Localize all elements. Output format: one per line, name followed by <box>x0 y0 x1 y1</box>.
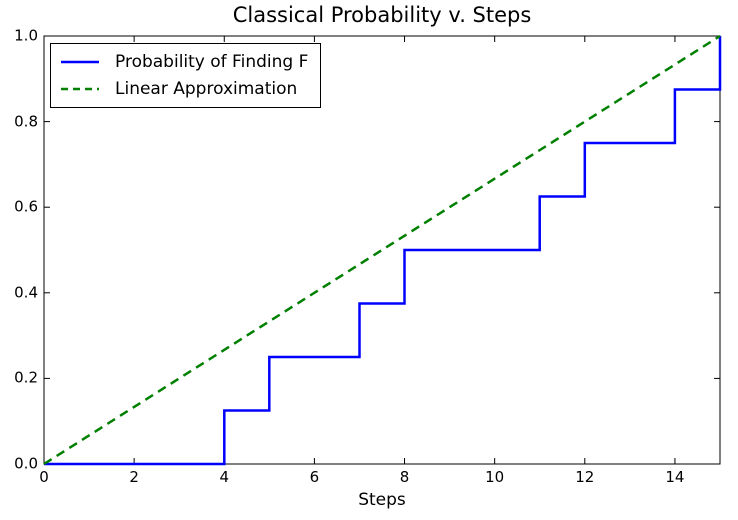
y-tick-label: 0.4 <box>14 283 38 302</box>
legend-item-probability: Probability of Finding F <box>61 49 308 75</box>
y-tick-label: 0.8 <box>14 112 38 131</box>
x-tick-label: 8 <box>399 468 410 486</box>
chart-title: Classical Probability v. Steps <box>232 3 532 27</box>
x-tick-label: 2 <box>129 468 139 486</box>
y-tick-label: 0.2 <box>14 368 38 387</box>
probability-step-line <box>44 36 722 466</box>
y-tick-label: 0.6 <box>14 197 38 216</box>
dashed-line-sample-icon <box>61 87 99 91</box>
y-tick-label: 0.0 <box>14 454 38 473</box>
linear-approximation-line <box>43 34 721 466</box>
x-tick-label: 4 <box>219 468 230 486</box>
x-tick-label: 14 <box>665 468 685 486</box>
legend-label: Linear Approximation <box>115 79 298 99</box>
x-tick-label: 0 <box>39 468 49 486</box>
x-axis-label: Steps <box>358 490 406 510</box>
x-tick-label: 12 <box>575 468 595 486</box>
x-tick-label: 6 <box>309 468 320 486</box>
axes-frame <box>43 35 721 465</box>
legend-item-linear-approximation: Linear Approximation <box>61 76 308 102</box>
x-tick-label: 10 <box>485 468 505 486</box>
legend-label: Probability of Finding F <box>115 52 309 72</box>
y-tick-label: 1.0 <box>14 26 38 45</box>
solid-line-sample-icon <box>61 60 99 64</box>
legend: Probability of Finding F Linear Approxim… <box>50 43 322 108</box>
